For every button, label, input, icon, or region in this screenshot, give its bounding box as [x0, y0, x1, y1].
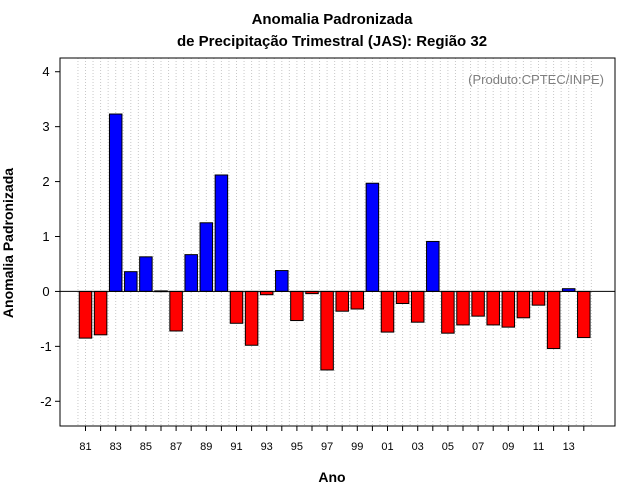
bar-1995: [290, 290, 304, 322]
y-axis: -2 -1 0 1 2 3 4: [40, 64, 60, 409]
bar-1998: [335, 290, 349, 312]
x-tick-label: 85: [140, 441, 152, 453]
x-tick-label: 99: [351, 441, 363, 453]
x-tick-label: 05: [442, 441, 454, 453]
y-tick-label: 4: [42, 64, 49, 79]
bar-2009: [501, 290, 516, 328]
x-tick-label: 07: [472, 441, 484, 453]
x-tick-label: 01: [381, 441, 393, 453]
x-tick-label: 95: [291, 441, 303, 453]
y-tick-label: -1: [40, 339, 52, 354]
bar-1982: [93, 290, 108, 336]
bar-1992: [244, 290, 259, 346]
bar-2001: [380, 290, 395, 333]
bar-2000: [365, 182, 380, 292]
x-axis: 81 83 85 87 89 91 93 95 97 99 01 03 05 07 09 11 13: [79, 426, 585, 453]
bar-2008: [486, 290, 500, 326]
x-axis-title: Ano: [318, 469, 345, 485]
y-tick-label: -2: [40, 394, 52, 409]
chart-title: Anomalia Padronizada: [252, 11, 414, 28]
y-tick-label: 2: [42, 174, 49, 189]
x-tick-label: 97: [321, 441, 333, 453]
bar-1983: [108, 113, 123, 292]
bar-2011: [531, 290, 546, 306]
bar-2005: [441, 290, 455, 334]
x-tick-label: 87: [170, 441, 182, 453]
x-tick-label: 81: [79, 441, 91, 453]
chart-subtitle: de Precipitação Trimestral (JAS): Região…: [177, 33, 487, 50]
x-tick-label: 89: [200, 441, 212, 453]
y-tick-label: 1: [42, 229, 49, 244]
bar-1981: [78, 290, 93, 339]
bar-1988: [184, 254, 198, 292]
plot-frame: [59, 57, 616, 427]
bar-2014: [577, 290, 591, 339]
bar-1985: [139, 256, 153, 292]
x-tick-label: 91: [230, 441, 242, 453]
y-axis-title: Anomalia Padronizada: [0, 168, 16, 318]
bar-2004: [426, 240, 440, 292]
x-tick-label: 03: [412, 441, 424, 453]
bar-2010: [516, 290, 531, 319]
bar-1990: [214, 174, 229, 292]
x-tick-label: 83: [110, 441, 122, 453]
y-tick-label: 0: [42, 284, 49, 299]
bar-1987: [169, 290, 183, 332]
bar-2002: [395, 290, 410, 305]
bar-1991: [229, 290, 244, 324]
x-tick-label: 11: [533, 441, 544, 453]
bar-1997: [320, 290, 334, 371]
bar-1999: [350, 290, 365, 310]
y-tick-label: 3: [42, 119, 49, 134]
bar-2012: [546, 290, 561, 350]
bar-2007: [471, 290, 485, 317]
bar-1989: [199, 222, 214, 292]
x-tick-label: 13: [563, 441, 575, 453]
bar-2006: [456, 290, 470, 326]
bar-1994: [275, 270, 289, 292]
vertical-grid: [77, 58, 592, 426]
credit-label: (Produto:CPTEC/INPE): [468, 72, 604, 87]
bar-2003: [410, 290, 425, 323]
x-tick-label: 93: [261, 441, 273, 453]
x-tick-label: 09: [502, 441, 514, 453]
bar-1984: [124, 271, 138, 292]
